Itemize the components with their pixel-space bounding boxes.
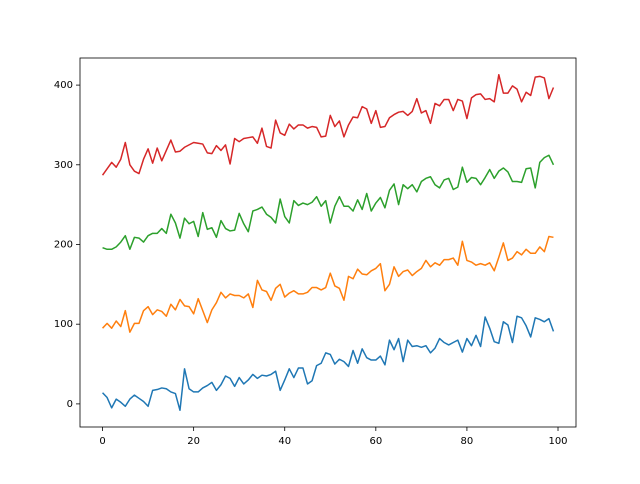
y-tick-label: 0 [67, 399, 73, 410]
x-tick-label: 20 [187, 436, 200, 447]
line-series [102, 315, 555, 412]
y-tick-label: 200 [54, 239, 73, 250]
line-series [102, 235, 554, 333]
y-tick-label: 400 [54, 80, 73, 91]
x-tick-label: 80 [461, 436, 474, 447]
x-tick-label: 60 [369, 436, 382, 447]
y-tick-label: 300 [54, 160, 73, 171]
line-series [101, 73, 555, 176]
x-tick-label: 100 [548, 436, 567, 447]
y-tick-label: 100 [54, 319, 73, 330]
line-series [102, 154, 555, 251]
x-tick-label: 0 [99, 436, 105, 447]
x-tick-label: 40 [278, 436, 291, 447]
plot-frame [79, 57, 577, 428]
